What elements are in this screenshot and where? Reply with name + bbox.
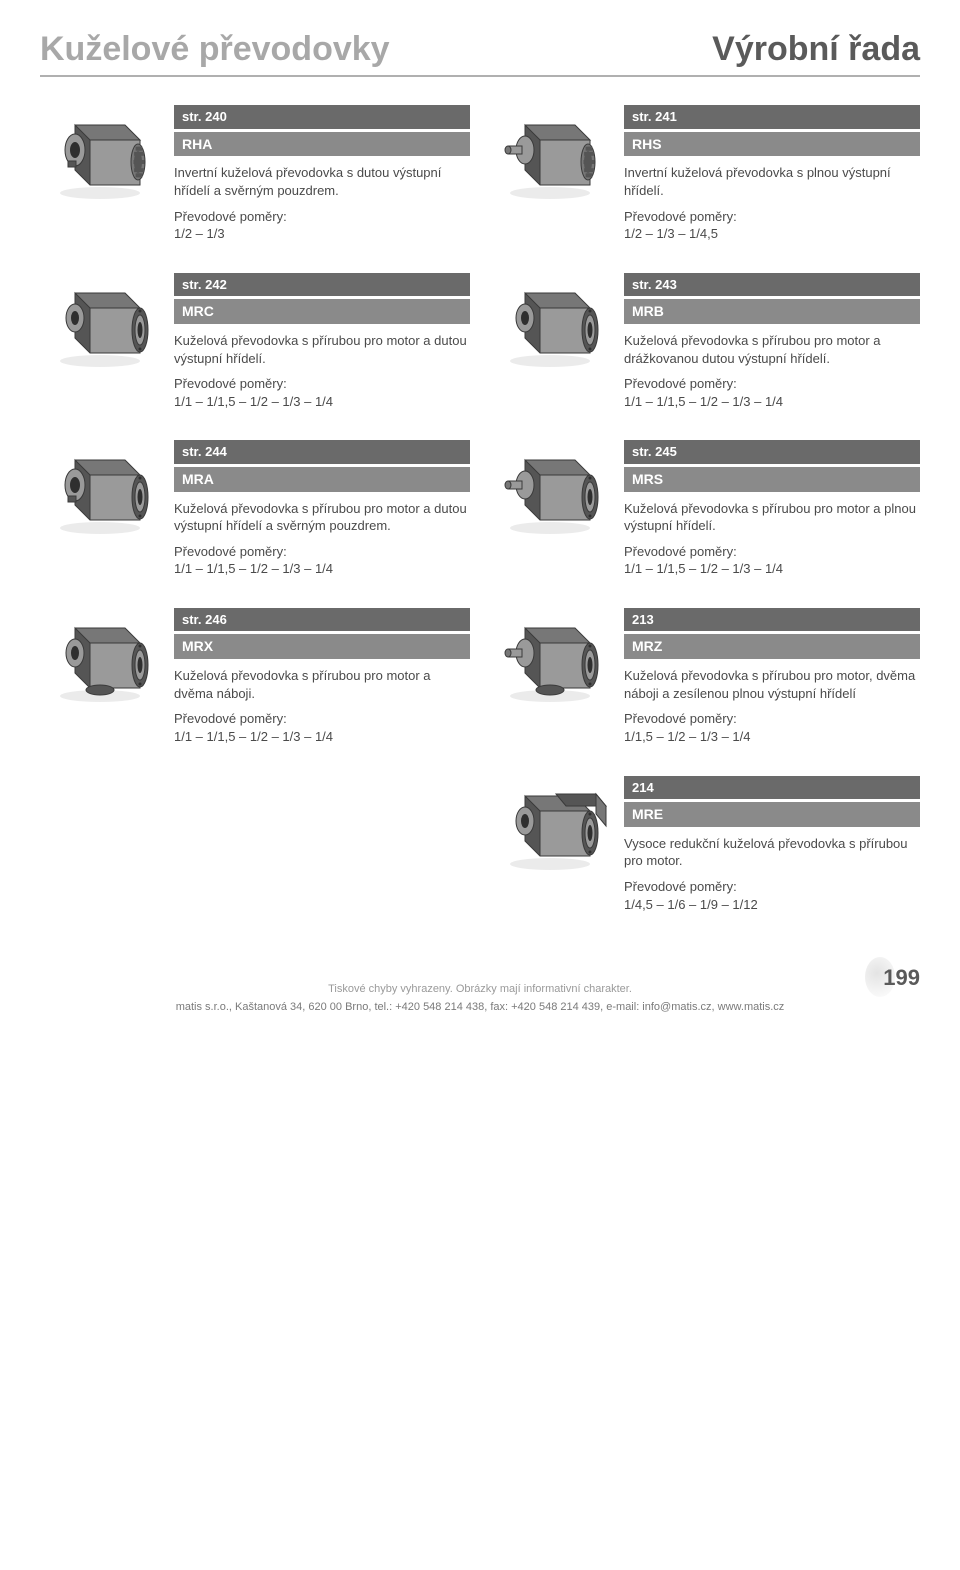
gearbox-icon: [490, 273, 610, 373]
product-description: Invertní kuželová převodovka s plnou výs…: [624, 164, 920, 199]
ratio-label: Převodové poměry:: [174, 208, 470, 226]
ratio-label: Převodové poměry:: [174, 375, 470, 393]
product-card: 214 MRE Vysoce redukční kuželová převodo…: [490, 776, 920, 914]
product-card: str. 244 MRA Kuželová převodovka s příru…: [40, 440, 470, 578]
product-card: str. 246 MRX Kuželová převodovka s příru…: [40, 608, 470, 746]
page-ref-badge: str. 241: [624, 105, 920, 129]
product-code-badge: MRS: [624, 467, 920, 492]
gearbox-icon: [490, 105, 610, 205]
ratio-label: Převodové poměry:: [624, 710, 920, 728]
ratio-label: Převodové poměry:: [174, 543, 470, 561]
product-description: Kuželová převodovka s přírubou pro motor…: [174, 667, 470, 702]
ratio-values: 1/1 – 1/1,5 – 1/2 – 1/3 – 1/4: [174, 560, 470, 578]
product-code-badge: RHS: [624, 132, 920, 157]
page-ref-badge: 213: [624, 608, 920, 632]
product-code-badge: RHA: [174, 132, 470, 157]
title-right: Výrobní řada: [712, 30, 920, 69]
ratio-label: Převodové poměry:: [624, 543, 920, 561]
product-description: Kuželová převodovka s přírubou pro motor…: [624, 667, 920, 702]
product-code-badge: MRX: [174, 634, 470, 659]
product-grid: str. 240 RHA Invertní kuželová převodovk…: [40, 105, 920, 913]
ratio-label: Převodové poměry:: [624, 878, 920, 896]
gearbox-icon: [40, 273, 160, 373]
product-code-badge: MRC: [174, 299, 470, 324]
ratio-label: Převodové poměry:: [624, 375, 920, 393]
footer-note: Tiskové chyby vyhrazeny. Obrázky mají in…: [40, 983, 920, 995]
ratio-values: 1/1 – 1/1,5 – 1/2 – 1/3 – 1/4: [624, 393, 920, 411]
product-card: str. 242 MRC Kuželová převodovka s příru…: [40, 273, 470, 411]
page-ref-badge: str. 242: [174, 273, 470, 297]
ratio-values: 1/1 – 1/1,5 – 1/2 – 1/3 – 1/4: [174, 728, 470, 746]
page-ref-badge: str. 244: [174, 440, 470, 464]
gearbox-icon: [40, 440, 160, 540]
page-ref-badge: str. 245: [624, 440, 920, 464]
gearbox-icon: [490, 776, 610, 876]
ratio-label: Převodové poměry:: [174, 710, 470, 728]
ratio-values: 1/2 – 1/3 – 1/4,5: [624, 225, 920, 243]
ratio-values: 1/2 – 1/3: [174, 225, 470, 243]
product-card: str. 243 MRB Kuželová převodovka s příru…: [490, 273, 920, 411]
product-description: Kuželová převodovka s přírubou pro motor…: [174, 500, 470, 535]
page-ref-badge: str. 240: [174, 105, 470, 129]
product-card: str. 240 RHA Invertní kuželová převodovk…: [40, 105, 470, 243]
ratio-values: 1/1,5 – 1/2 – 1/3 – 1/4: [624, 728, 920, 746]
product-description: Invertní kuželová převodovka s dutou výs…: [174, 164, 470, 199]
gearbox-icon: [490, 608, 610, 708]
product-description: Kuželová převodovka s přírubou pro motor…: [174, 332, 470, 367]
product-card: str. 245 MRS Kuželová převodovka s příru…: [490, 440, 920, 578]
title-left: Kuželové převodovky: [40, 30, 390, 69]
product-description: Kuželová převodovka s přírubou pro motor…: [624, 500, 920, 535]
footer-company: matis s.r.o., Kaštanová 34, 620 00 Brno,…: [40, 1001, 920, 1013]
product-code-badge: MRZ: [624, 634, 920, 659]
product-code-badge: MRB: [624, 299, 920, 324]
ratio-values: 1/1 – 1/1,5 – 1/2 – 1/3 – 1/4: [624, 560, 920, 578]
ratio-label: Převodové poměry:: [624, 208, 920, 226]
gearbox-icon: [490, 440, 610, 540]
page-ref-badge: str. 243: [624, 273, 920, 297]
page-ref-badge: 214: [624, 776, 920, 800]
page-ref-badge: str. 246: [174, 608, 470, 632]
page-number: 199: [883, 965, 920, 991]
product-card: str. 241 RHS Invertní kuželová převodovk…: [490, 105, 920, 243]
product-card: 213 MRZ Kuželová převodovka s přírubou p…: [490, 608, 920, 746]
gearbox-icon: [40, 105, 160, 205]
product-description: Vysoce redukční kuželová převodovka s př…: [624, 835, 920, 870]
product-description: Kuželová převodovka s přírubou pro motor…: [624, 332, 920, 367]
product-code-badge: MRA: [174, 467, 470, 492]
page-header: Kuželové převodovky Výrobní řada: [40, 30, 920, 77]
ratio-values: 1/4,5 – 1/6 – 1/9 – 1/12: [624, 896, 920, 914]
ratio-values: 1/1 – 1/1,5 – 1/2 – 1/3 – 1/4: [174, 393, 470, 411]
gearbox-icon: [40, 608, 160, 708]
product-code-badge: MRE: [624, 802, 920, 827]
